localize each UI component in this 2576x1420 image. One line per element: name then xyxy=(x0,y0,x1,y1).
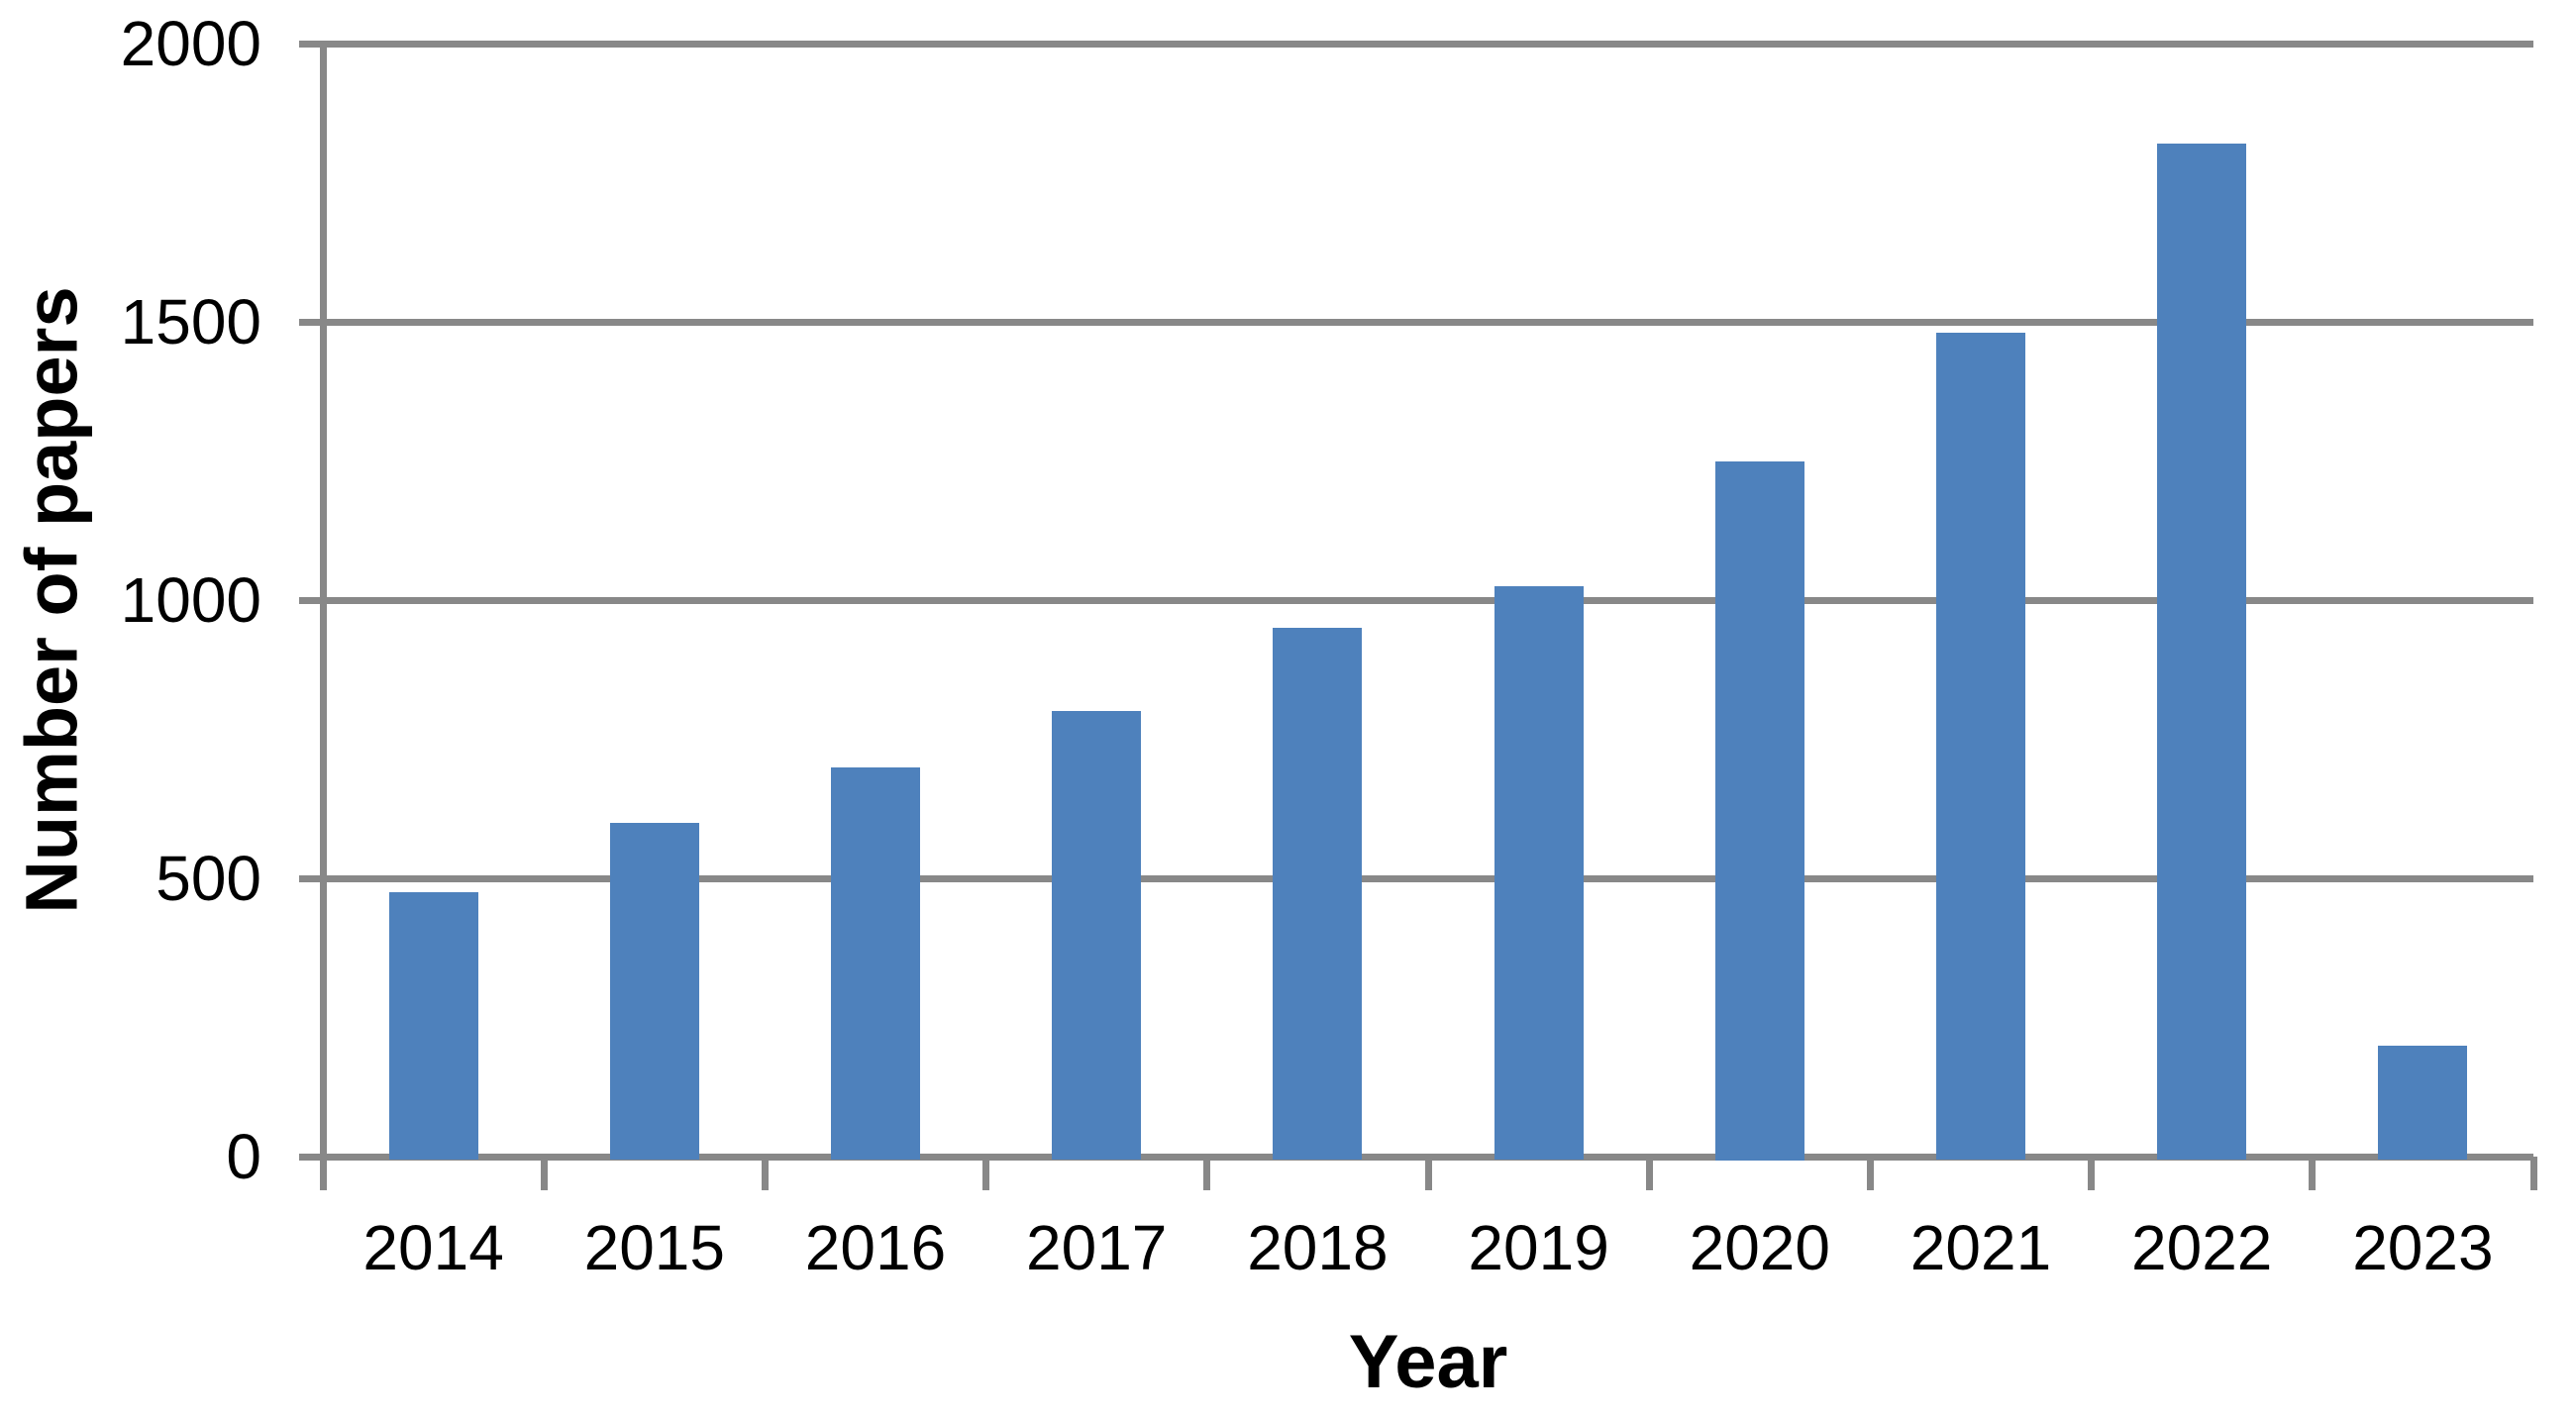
x-axis-tick-5 xyxy=(1424,1157,1432,1190)
bar-2020 xyxy=(1714,460,1804,1161)
x-tick-label-2021: 2021 xyxy=(1909,1212,2052,1283)
y-tick-label-1000: 1000 xyxy=(120,564,261,636)
y-axis-line xyxy=(319,40,327,1161)
x-axis-tick-3 xyxy=(982,1157,990,1190)
y-axis-tick-1500 xyxy=(299,318,323,326)
gridline-1000 xyxy=(323,596,2533,604)
x-axis-tick-4 xyxy=(1203,1157,1211,1190)
bar-2023 xyxy=(2378,1045,2468,1161)
bar-2021 xyxy=(1936,333,2025,1161)
y-axis-tick-1000 xyxy=(299,596,323,604)
x-axis-tick-2 xyxy=(761,1157,769,1190)
y-axis-tick-500 xyxy=(299,874,323,882)
x-tick-label-2023: 2023 xyxy=(2352,1212,2494,1283)
y-tick-label-2000: 2000 xyxy=(120,8,261,79)
x-axis-tick-6 xyxy=(1645,1157,1653,1190)
x-axis-tick-8 xyxy=(2088,1157,2096,1190)
x-tick-label-2018: 2018 xyxy=(1247,1212,1389,1283)
bar-2019 xyxy=(1494,585,1584,1161)
bar-2015 xyxy=(609,822,699,1161)
x-tick-label-2022: 2022 xyxy=(2131,1212,2273,1283)
x-axis-tick-1 xyxy=(540,1157,548,1190)
gridline-2000 xyxy=(323,40,2533,48)
gridline-1500 xyxy=(323,318,2533,326)
x-axis-tick-7 xyxy=(1866,1157,1874,1190)
y-axis-tick-2000 xyxy=(299,40,323,48)
x-axis-tick-10 xyxy=(2529,1157,2537,1190)
x-axis-title: Year xyxy=(1348,1320,1508,1404)
x-tick-label-2020: 2020 xyxy=(1689,1212,1830,1283)
bar-2018 xyxy=(1273,628,1363,1161)
bar-2022 xyxy=(2157,144,2247,1161)
x-axis-tick-9 xyxy=(2309,1157,2317,1190)
bar-2017 xyxy=(1052,711,1142,1161)
y-axis-tick-0 xyxy=(299,1153,323,1161)
y-tick-label-500: 500 xyxy=(155,843,261,914)
x-tick-label-2014: 2014 xyxy=(362,1212,504,1283)
gridline-500 xyxy=(323,874,2533,882)
x-axis-tick-0 xyxy=(319,1157,327,1190)
y-tick-label-0: 0 xyxy=(226,1121,261,1192)
y-tick-label-1500: 1500 xyxy=(120,286,261,357)
bar-2016 xyxy=(831,766,920,1161)
x-tick-label-2017: 2017 xyxy=(1026,1212,1168,1283)
bar-2014 xyxy=(388,892,478,1161)
x-tick-label-2015: 2015 xyxy=(583,1212,725,1283)
x-tick-label-2016: 2016 xyxy=(804,1212,947,1283)
x-tick-label-2019: 2019 xyxy=(1468,1212,1609,1283)
